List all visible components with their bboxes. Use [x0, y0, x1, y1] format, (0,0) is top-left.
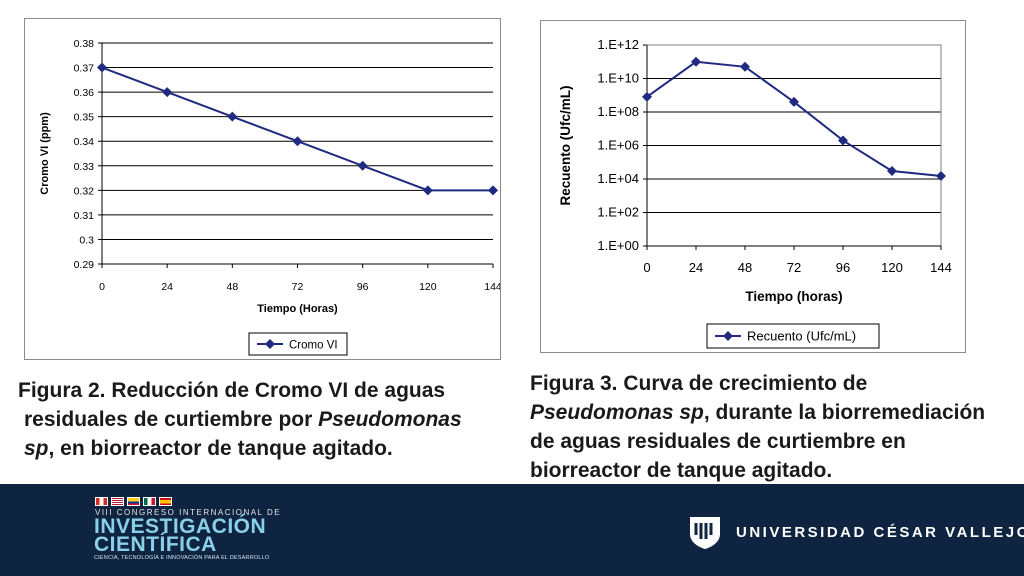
y-tick-label: 0.3: [79, 234, 94, 246]
y-tick-label: 0.34: [74, 136, 95, 148]
y-axis-title: Recuento (Ufc/mL): [558, 85, 573, 205]
figure-2-caption-line3-a: sp: [24, 437, 49, 460]
congress-line: VIII CONGRESO INTERNACIONAL DE: [95, 508, 282, 517]
data-point: [838, 135, 848, 146]
x-tick-label: 144: [930, 260, 952, 275]
figure-3-caption-line3: de aguas residuales de curtiembre en: [530, 430, 906, 453]
figure-3-caption-line4: biorreactor de tanque agitado.: [530, 459, 833, 482]
data-point: [357, 160, 368, 171]
figure-2-caption-line2: residuales de curtiembre por Pseudomonas: [18, 405, 508, 434]
y-tick-label: 0.29: [74, 259, 95, 271]
chart-recuento-svg: 1.E+12 1.E+10 1.E+08 1.E+06 1.E+04 1.E+02 1.E+…: [558, 37, 952, 349]
y-tick-label: 0.36: [74, 87, 95, 99]
x-tick-label: 24: [689, 260, 703, 275]
data-point: [422, 185, 433, 196]
data-point: [227, 111, 238, 122]
figure-3-caption-line2-a: Pseudomonas sp: [530, 401, 704, 424]
y-tick-label: 0.31: [74, 210, 95, 222]
x-tick-label: 0: [643, 260, 650, 275]
figure-3-caption-line2: Pseudomonas sp, durante la biorremediaci…: [530, 398, 1010, 427]
data-point: [97, 62, 107, 73]
data-point: [740, 61, 750, 72]
x-tick-label: 72: [292, 281, 304, 293]
flag-colombia-icon: [127, 497, 140, 506]
y-tick-label: 0.33: [74, 161, 95, 173]
congress-title-2: CIENTÍFICA: [94, 533, 217, 556]
x-tick-label: 96: [836, 260, 850, 275]
x-tick-label: 96: [357, 281, 369, 293]
y-tick-label: 0.37: [74, 63, 95, 75]
legend-swatch-marker: [265, 339, 275, 349]
y-tick-label: 1.E+10: [597, 71, 639, 86]
chart-cromo-vi: 0.38 0.37 0.36 0.35 0.34 0.33 0.32 0.31 0.3 0.29 0…: [24, 18, 501, 360]
country-flags-icon: [95, 497, 172, 506]
legend-box: [248, 332, 348, 356]
legend-label: Recuento (Ufc/mL): [747, 329, 856, 344]
data-point: [789, 96, 799, 107]
legend-swatch-marker: [723, 331, 733, 341]
y-tick-label: 1.E+04: [597, 171, 639, 186]
figure-2-caption-line3-b: , en biorreactor de tanque agitado.: [48, 437, 393, 460]
flag-spain-icon: [159, 497, 172, 506]
data-point: [936, 171, 946, 182]
figure-2-caption-line2-a: residuales de curtiembre por: [24, 408, 319, 431]
x-tick-label: 120: [419, 281, 437, 293]
x-tick-label: 144: [484, 281, 500, 293]
series-line: [101, 66, 493, 192]
y-tick-label: 1.E+08: [597, 104, 639, 119]
data-point: [162, 87, 173, 98]
y-tick-label: 1.E+06: [597, 138, 639, 153]
y-tick-label: 1.E+12: [597, 37, 639, 52]
x-tick-label: 48: [738, 260, 752, 275]
y-tick-label: 0.38: [74, 38, 95, 50]
data-point: [887, 166, 897, 177]
data-point: [488, 185, 498, 196]
flag-usa-icon: [111, 497, 124, 506]
y-tick-label: 0.32: [74, 185, 95, 197]
figure-3-caption-line1: Figura 3. Curva de crecimiento de: [530, 372, 868, 395]
congress-tagline: CIENCIA, TECNOLOGÍA E INNOVACIÓN PARA EL…: [94, 555, 270, 561]
figure-2-caption-line2-b: Pseudomonas: [318, 408, 462, 431]
flag-peru-icon: [95, 497, 108, 506]
x-tick-label: 120: [881, 260, 903, 275]
y-axis-title: Cromo VI (ppm): [39, 112, 51, 195]
x-tick-label: 0: [99, 281, 105, 293]
data-point: [691, 56, 701, 67]
x-axis-title: Tiempo (Horas): [257, 303, 338, 315]
data-point: [642, 91, 652, 102]
ucv-shield-icon: [690, 517, 720, 549]
figure-3-caption-line2-b: , durante la biorremediación: [703, 401, 986, 424]
x-tick-label: 72: [787, 260, 801, 275]
chart-cromo-vi-svg: 0.38 0.37 0.36 0.35 0.34 0.33 0.32 0.31 0.3 0.29 0…: [39, 38, 500, 356]
congress-title-1: INVESTIGACIÓN: [94, 515, 267, 538]
flag-mexico-icon: [143, 497, 156, 506]
x-tick-label: 48: [226, 281, 238, 293]
figure-2-caption: Figura 2. Reducción de Cromo VI de aguas…: [18, 376, 508, 463]
figure-2-caption-line1: Figura 2. Reducción de Cromo VI de aguas: [18, 379, 446, 402]
y-tick-label: 1.E+02: [597, 205, 639, 220]
chart-recuento: 1.E+12 1.E+10 1.E+08 1.E+06 1.E+04 1.E+02 1.E+…: [540, 20, 966, 353]
legend-label: Cromo VI: [289, 340, 338, 352]
figure-2-caption-line3: sp, en biorreactor de tanque agitado.: [18, 434, 508, 463]
x-tick-label: 24: [161, 281, 173, 293]
x-axis-title: Tiempo (horas): [745, 289, 842, 304]
figure-3-caption: Figura 3. Curva de crecimiento de Pseudo…: [530, 369, 1010, 485]
y-tick-label: 1.E+00: [597, 238, 639, 253]
data-point: [292, 136, 303, 147]
y-tick-label: 0.35: [74, 112, 95, 124]
university-name: UNIVERSIDAD CÉSAR VALLEJO: [736, 524, 1024, 541]
